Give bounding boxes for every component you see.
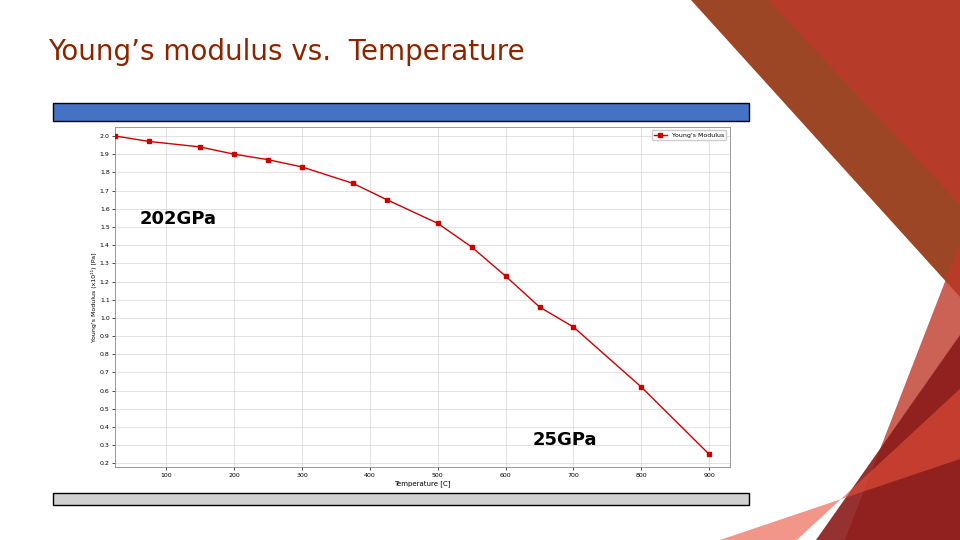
Polygon shape	[768, 0, 960, 205]
Text: Young’s modulus vs.  Temperature: Young’s modulus vs. Temperature	[48, 38, 524, 66]
FancyBboxPatch shape	[53, 103, 749, 121]
Polygon shape	[720, 389, 960, 540]
X-axis label: Temperature [C]: Temperature [C]	[395, 481, 450, 487]
Polygon shape	[816, 335, 960, 540]
Y-axis label: Young's Modulus (x10¹¹) [Pa]: Young's Modulus (x10¹¹) [Pa]	[91, 252, 97, 342]
Text: ✕  —  ⊡: ✕ — ⊡	[713, 109, 735, 114]
Polygon shape	[691, 0, 960, 297]
Legend: Young's Modulus: Young's Modulus	[652, 130, 727, 140]
Polygon shape	[749, 243, 960, 540]
Text: 202GPa: 202GPa	[139, 210, 216, 228]
FancyBboxPatch shape	[53, 493, 749, 505]
Text: Chart of Properties Row 6: Isotropic Elasticity: Chart of Properties Row 6: Isotropic Ela…	[60, 109, 202, 114]
Text: 25GPa: 25GPa	[533, 431, 597, 449]
